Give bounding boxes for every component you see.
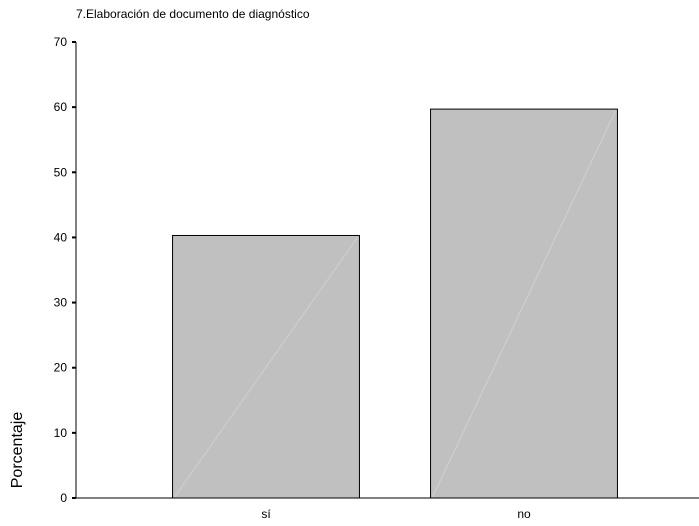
x-tick-label: no <box>517 507 531 521</box>
y-tick-label: 40 <box>54 230 68 244</box>
y-axis-ticks: 0 10 20 30 40 50 60 70 <box>54 35 76 505</box>
x-axis-ticks: sí no <box>261 507 531 521</box>
chart-title: 7.Elaboración de documento de diagnóstic… <box>76 7 310 21</box>
bar-shading-1 <box>432 110 616 498</box>
x-tick-label: sí <box>261 507 271 521</box>
y-tick-label: 20 <box>54 361 68 375</box>
y-axis-label: Porcentaje <box>9 412 26 489</box>
y-tick-label: 60 <box>54 100 68 114</box>
y-tick-label: 70 <box>54 35 68 49</box>
y-tick-label: 0 <box>60 491 67 505</box>
y-tick-label: 50 <box>54 165 68 179</box>
bars <box>172 108 618 499</box>
y-tick-label: 10 <box>54 426 68 440</box>
y-tick-label: 30 <box>54 296 68 310</box>
bar-shading-0 <box>174 237 358 498</box>
